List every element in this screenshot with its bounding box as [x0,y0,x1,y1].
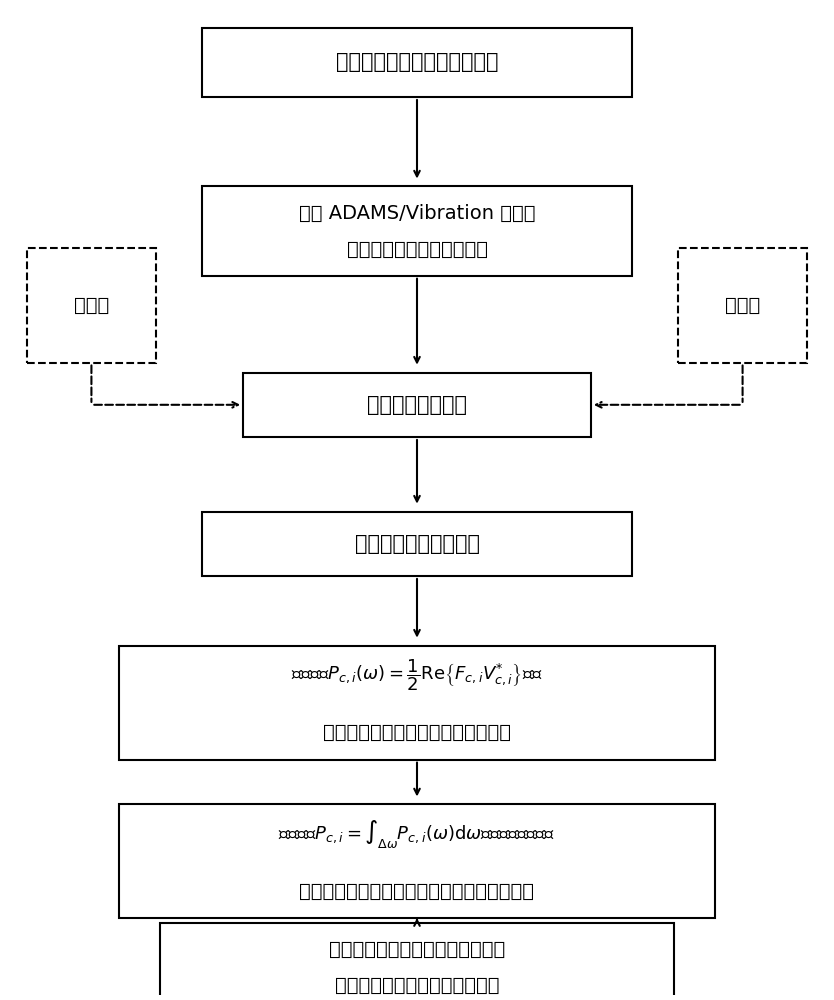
Text: 利用 ADAMS/Vibration 虚拟振: 利用 ADAMS/Vibration 虚拟振 [299,204,535,223]
Text: 内的总功率流贡献量值进行排序: 内的总功率流贡献量值进行排序 [334,976,500,995]
Bar [202,512,632,576]
Text: 获取系统速度导纳: 获取系统速度导纳 [367,395,467,415]
Bar [118,804,716,918]
Bar [243,373,591,437]
Text: 根据公式$P_{c,i}(\omega)=\dfrac{1}{2}\mathrm{Re}\left\{F_{c,i}V_{c,i}^{*}\right\}$计算: 根据公式$P_{c,i}(\omega)=\dfrac{1}{2}\mathrm… [291,657,543,693]
Bar [202,28,632,97]
Text: 动台建立悬架振动仿真模型: 动台建立悬架振动仿真模型 [346,239,488,258]
Text: 建立悬架系统多体动力学模型: 建立悬架系统多体动力学模型 [336,52,498,72]
Text: 解析法: 解析法 [73,296,109,315]
Bar [160,923,674,1000]
Text: 计算车身点处力与速度: 计算车身点处力与速度 [354,534,480,554]
Bar [678,248,806,363]
Bar [28,248,156,363]
Bar [202,186,632,276]
Text: 得到通过各路径输入至车身的功率流: 得到通过各路径输入至车身的功率流 [323,723,511,742]
Text: 根据公式$P_{c,i}=\int_{\Delta\omega}P_{c,i}(\omega)\mathrm{d}\omega$计算得到整个研究: 根据公式$P_{c,i}=\int_{\Delta\omega}P_{c,i}(… [279,818,555,850]
Bar [118,646,716,760]
Text: 计算得到的各路径在研究频率范围: 计算得到的各路径在研究频率范围 [329,940,505,959]
Text: 实验法: 实验法 [725,296,761,315]
Text: 频率范围内通过各路径传递至车身的总功率流: 频率范围内通过各路径传递至车身的总功率流 [299,882,535,901]
